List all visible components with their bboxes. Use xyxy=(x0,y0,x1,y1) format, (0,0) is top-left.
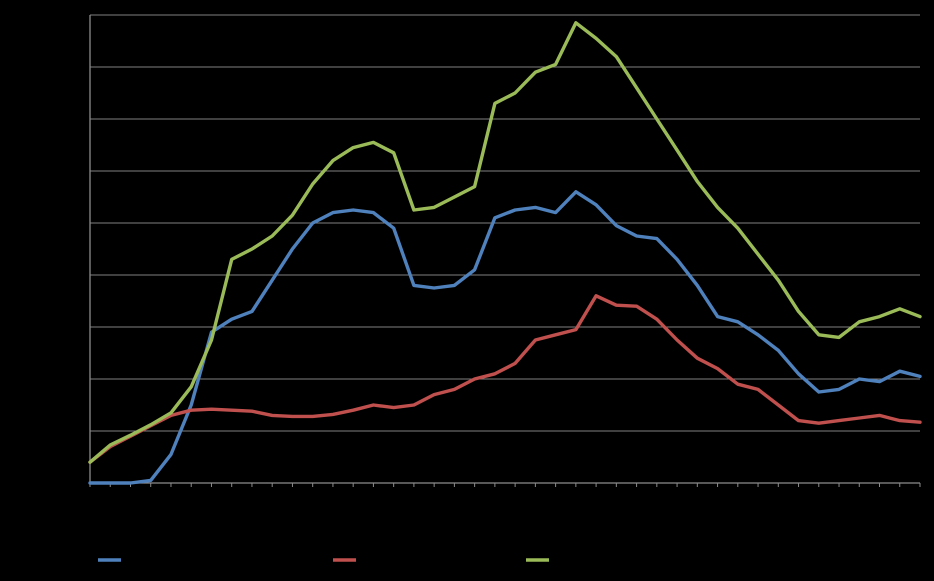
series-line-blue xyxy=(88,190,922,485)
series-line-red xyxy=(88,294,922,464)
series-line-green xyxy=(88,21,922,464)
axes xyxy=(89,15,920,484)
data-series xyxy=(88,21,922,485)
